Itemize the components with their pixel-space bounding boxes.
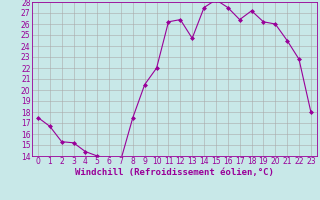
X-axis label: Windchill (Refroidissement éolien,°C): Windchill (Refroidissement éolien,°C)	[75, 168, 274, 177]
